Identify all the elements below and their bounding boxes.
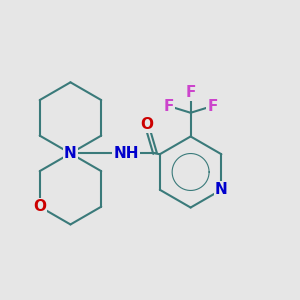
Text: N: N — [64, 146, 77, 161]
Text: F: F — [164, 98, 174, 113]
Text: F: F — [207, 98, 218, 113]
Text: O: O — [33, 199, 46, 214]
Text: N: N — [215, 182, 228, 197]
Text: NH: NH — [114, 146, 139, 161]
Text: F: F — [185, 85, 196, 100]
Text: O: O — [140, 117, 153, 132]
